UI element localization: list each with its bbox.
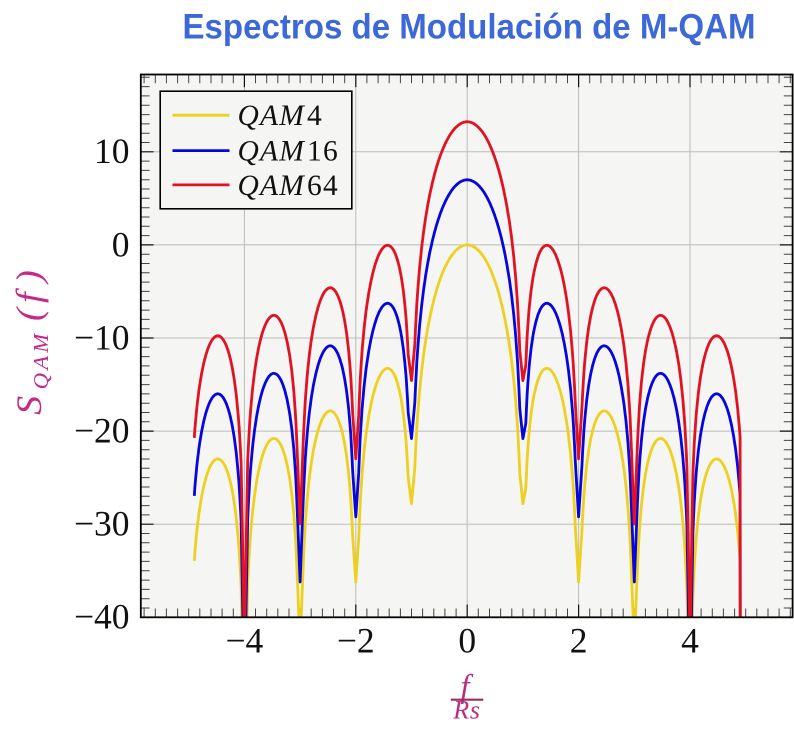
svg-text:−40: −40 — [74, 597, 130, 637]
svg-text:Rs: Rs — [452, 696, 481, 725]
svg-text:−30: −30 — [74, 504, 130, 544]
svg-text:0: 0 — [112, 224, 130, 264]
svg-text:−20: −20 — [74, 411, 130, 451]
svg-text:QAM16: QAM16 — [238, 136, 339, 168]
svg-text:SQAM(f): SQAM(f) — [10, 270, 53, 415]
svg-text:−2: −2 — [337, 620, 375, 660]
svg-text:−4: −4 — [226, 620, 264, 660]
svg-text:−10: −10 — [74, 317, 130, 357]
svg-text:4: 4 — [681, 620, 699, 660]
svg-text:QAM4: QAM4 — [238, 100, 323, 132]
svg-text:QAM64: QAM64 — [238, 170, 339, 202]
svg-text:10: 10 — [94, 131, 130, 171]
svg-text:2: 2 — [570, 620, 588, 660]
svg-text:Espectros de Modulación de M-Q: Espectros de Modulación de M-QAM — [183, 8, 756, 47]
svg-text:0: 0 — [458, 620, 476, 660]
